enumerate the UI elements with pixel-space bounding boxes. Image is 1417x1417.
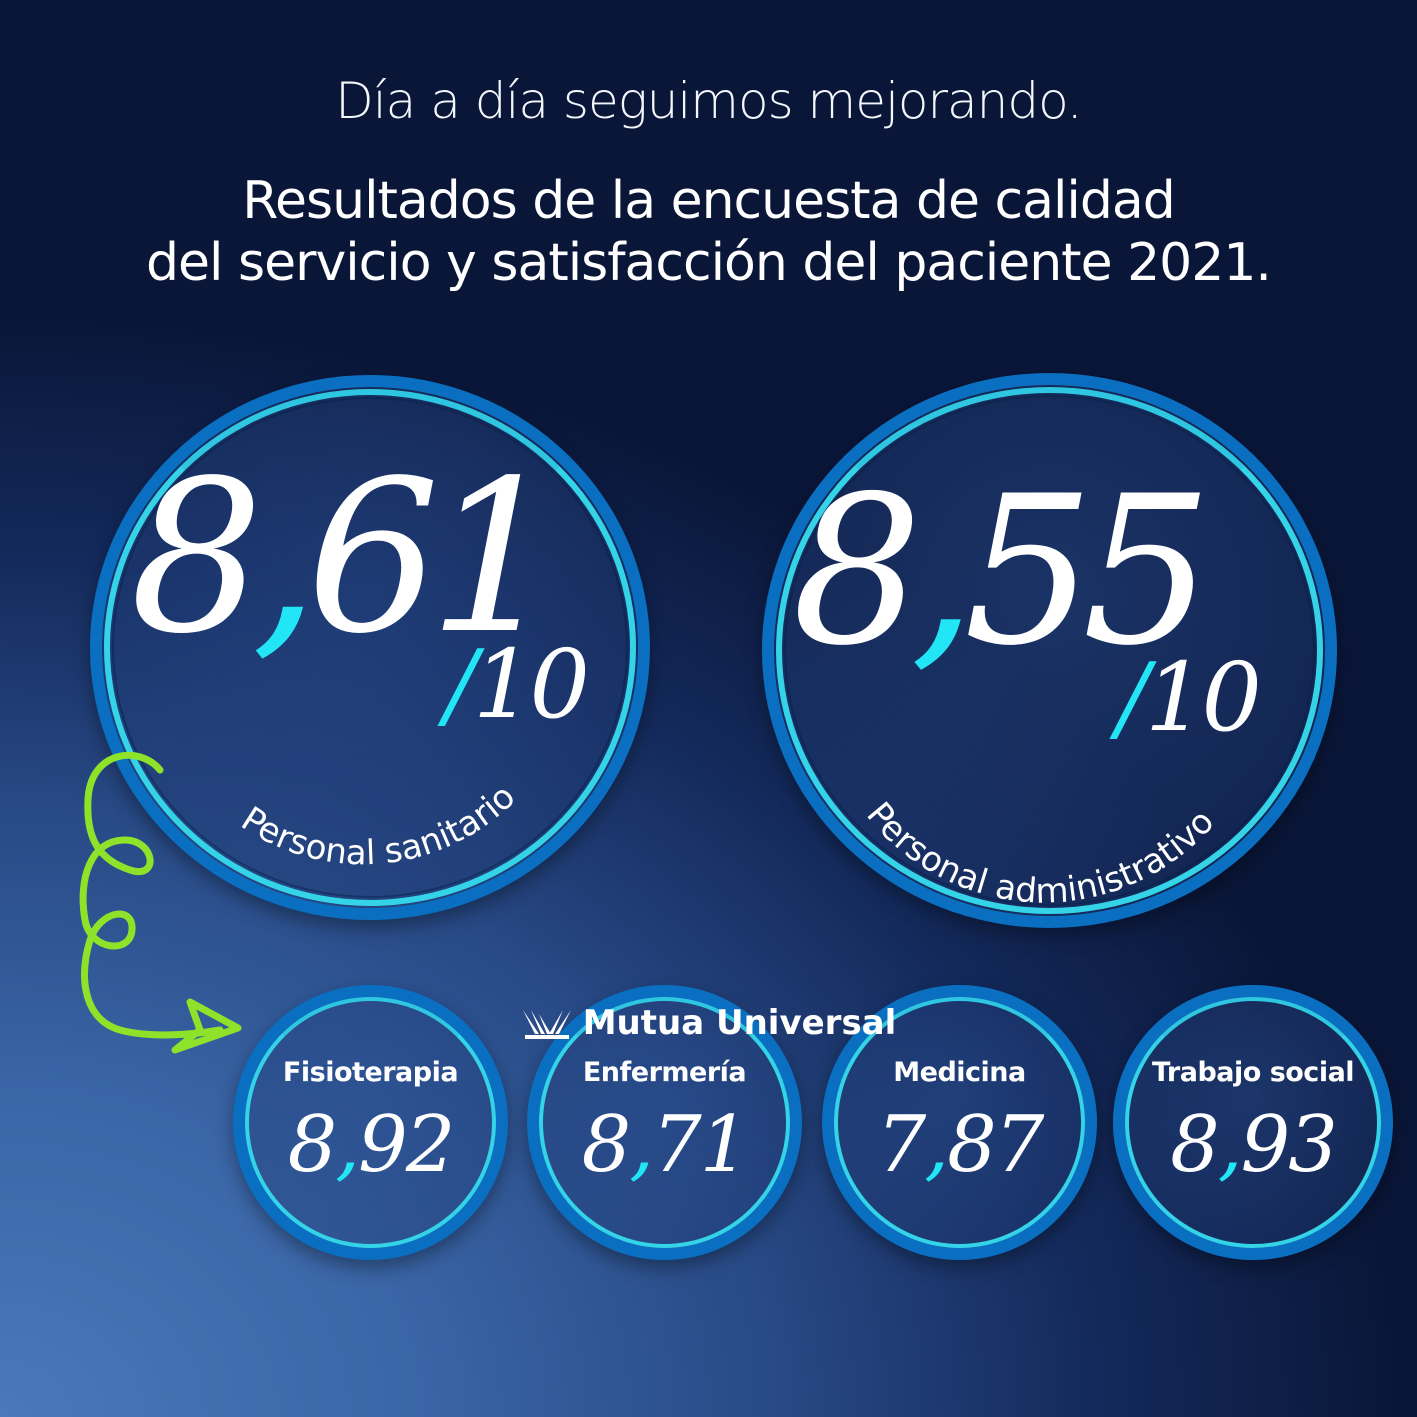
score-value: 8,61	[130, 435, 562, 680]
ring-inner	[1125, 997, 1381, 1248]
score-integer: 7	[876, 1100, 927, 1190]
label-medicina: Medicina	[893, 1057, 1026, 1088]
ring-inner	[245, 997, 496, 1248]
page-title: Resultados de la encuesta de calidad del…	[0, 170, 1417, 294]
ring-shadow	[112, 397, 628, 898]
score-value: 7,87	[822, 1100, 1097, 1190]
brand-name: Mutua Universal	[582, 1003, 897, 1043]
score-comma: ,	[924, 1100, 949, 1190]
score-integer: 8	[792, 453, 922, 691]
score-scale: /10	[1117, 643, 1262, 753]
svg-text:Personal sanitario: Personal sanitario	[234, 777, 523, 874]
circle-label: Personal sanitario	[234, 777, 523, 874]
score-circle-medicina: Medicina 7,87	[822, 985, 1097, 1260]
score-scale: /10	[445, 630, 590, 740]
score-integer: 8	[581, 1100, 632, 1190]
circle-label: Personal administrativo	[858, 795, 1222, 912]
title-line-1: Resultados de la encuesta de calidad	[242, 171, 1175, 231]
score-decimals: 92	[358, 1100, 455, 1190]
slash: /	[445, 630, 477, 740]
score-decimals: 93	[1240, 1100, 1338, 1190]
ring-shadow	[784, 395, 1315, 906]
score-decimals: 61	[306, 435, 561, 680]
score-comma: ,	[335, 1100, 360, 1190]
score-decimals: 87	[947, 1100, 1044, 1190]
label-personal-sanitario: Personal sanitario	[234, 777, 523, 874]
label-fisioterapia: Fisioterapia	[282, 1057, 459, 1088]
slash: /	[1117, 643, 1149, 753]
score-circle-personal-administrativo: 8,55 /10 Personal administrativo	[762, 373, 1337, 928]
ring-inner	[104, 389, 636, 906]
score-value: 8,55	[792, 453, 1213, 691]
scale-value: 10	[473, 630, 590, 740]
svg-text:Personal administrativo: Personal administrativo	[858, 795, 1222, 912]
score-decimals: 55	[963, 453, 1213, 691]
ring-inner	[834, 997, 1085, 1248]
label-trabajo-social: Trabajo social	[1151, 1057, 1355, 1088]
curly-arrow-icon	[79, 751, 242, 1054]
score-value: 8,71	[527, 1100, 802, 1190]
title-line-2: del servicio y satisfacción del paciente…	[146, 233, 1272, 293]
score-circle-personal-sanitario: 8,61 /10 Personal sanitario	[90, 375, 650, 920]
ring-inner	[776, 387, 1323, 914]
score-decimals: 71	[652, 1100, 749, 1190]
score-comma: ,	[629, 1100, 654, 1190]
footer-logo: Mutua Universal	[0, 1003, 1417, 1044]
score-value: 8,92	[233, 1100, 508, 1190]
subtitle: Día a día seguimos mejorando.	[335, 72, 1082, 130]
mutua-universal-logo-icon	[522, 1010, 571, 1039]
label-personal-administrativo: Personal administrativo	[858, 795, 1222, 912]
ring-inner	[539, 997, 790, 1248]
score-integer: 8	[130, 435, 264, 680]
scale-value: 10	[1145, 643, 1262, 753]
score-integer: 8	[1170, 1100, 1220, 1190]
score-value: 8,93	[1113, 1100, 1393, 1190]
label-enfermeria: Enfermería	[582, 1057, 747, 1088]
score-comma: ,	[1217, 1100, 1243, 1190]
score-integer: 8	[287, 1100, 338, 1190]
